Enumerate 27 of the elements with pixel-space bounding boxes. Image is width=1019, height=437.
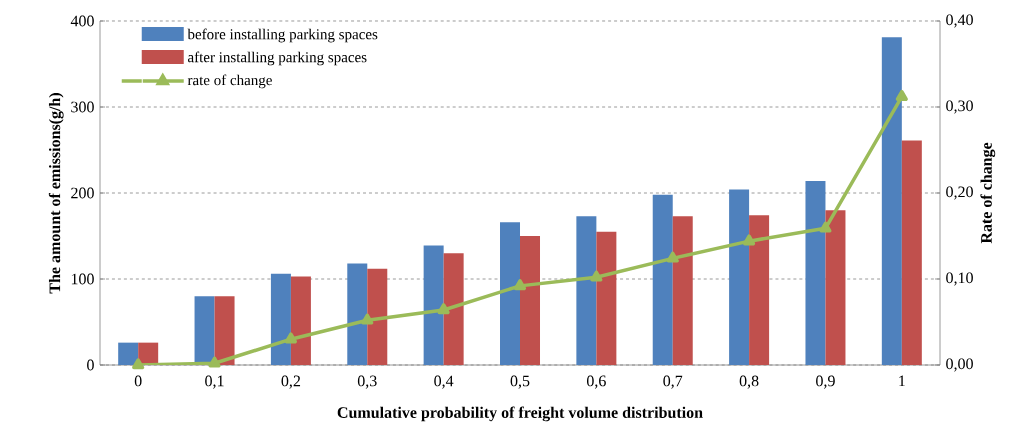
x-tick-label: 0,5 — [510, 375, 530, 389]
y-tick-label: 0 — [87, 359, 94, 371]
y-tick-label: 400 — [70, 15, 94, 27]
x-tick-label: 0,6 — [586, 375, 606, 389]
y-tick-label: 100 — [71, 273, 94, 285]
x-tick-label: 0,4 — [434, 375, 454, 389]
y2-axis-title: Rate of change — [980, 142, 996, 244]
y-tick-label: 300 — [71, 101, 94, 113]
x-tick-label: 0,9 — [816, 375, 835, 389]
x-axis-title: Cumulative probability of freight volume distribution — [337, 406, 703, 422]
x-tick-label: 0 — [134, 375, 142, 387]
x-tick-label: 0,1 — [205, 375, 224, 389]
x-tick-label: 0,3 — [357, 375, 377, 389]
y2-tick-label: 0,20 — [946, 186, 973, 200]
y2-tick-label: 0,40 — [946, 14, 973, 28]
legend-label: before installing parking spaces — [187, 28, 378, 43]
y2-tick-label: 0,00 — [946, 358, 973, 372]
legend-label: after installing parking spaces — [188, 51, 367, 66]
y-tick-label: 200 — [71, 187, 94, 199]
y2-tick-label: 0,30 — [946, 100, 973, 114]
x-tick-label: 0,2 — [281, 375, 301, 389]
y-axis-title: The amount of emissions(g/h) — [48, 93, 64, 294]
legend-label: rate of change — [187, 74, 272, 89]
x-tick-label: 0,7 — [663, 375, 683, 389]
x-tick-label: 0,8 — [739, 375, 759, 389]
x-tick-label: 1 — [899, 375, 905, 387]
y2-tick-label: 0,10 — [946, 272, 973, 286]
